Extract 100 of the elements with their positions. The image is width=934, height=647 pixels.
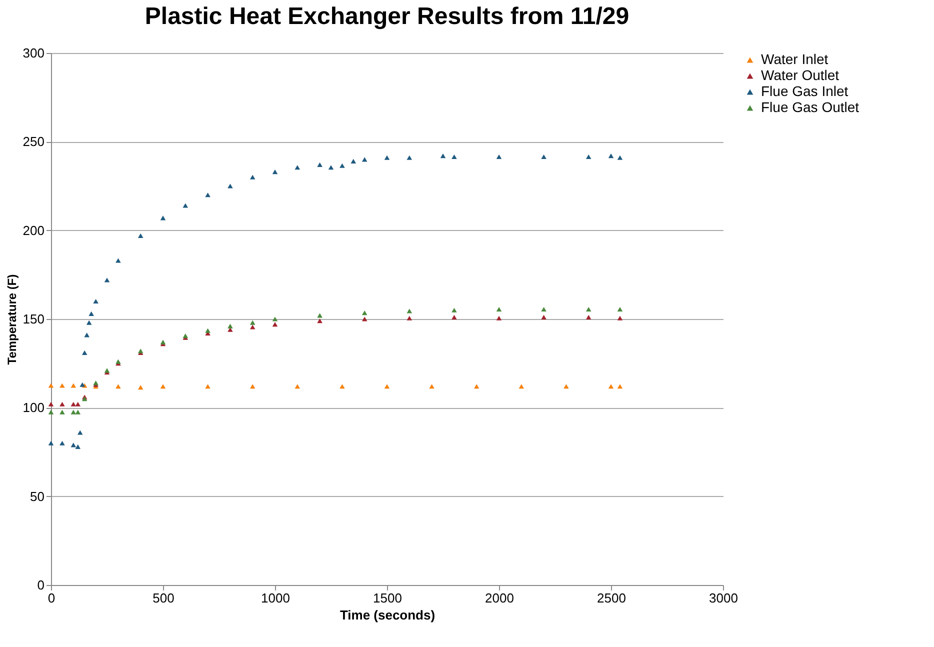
y-axis-title: Temperature (F) (4, 274, 19, 365)
point (88, 311, 94, 316)
point (75, 402, 81, 406)
point (70, 402, 76, 406)
point (617, 306, 623, 312)
chart-title: Plastic Heat Exchanger Results from 11/29 (144, 3, 630, 30)
y-tick-label: 200 (22, 222, 44, 238)
point (116, 384, 121, 389)
point (452, 314, 457, 320)
point (518, 384, 524, 389)
point (272, 170, 278, 174)
y-tick-label: 250 (22, 134, 44, 150)
point (272, 316, 278, 322)
point (116, 258, 121, 263)
point (340, 384, 345, 389)
point (362, 157, 368, 162)
point (75, 410, 81, 414)
point (60, 402, 65, 406)
point (60, 383, 65, 388)
point (586, 314, 592, 320)
point (608, 154, 614, 158)
point (160, 384, 166, 389)
point (317, 162, 322, 168)
point (452, 154, 457, 160)
point (406, 316, 412, 320)
point (84, 332, 90, 338)
point (250, 174, 256, 180)
point (586, 306, 592, 312)
y-tick-label: 50 (30, 488, 44, 504)
point (48, 402, 54, 406)
point (228, 324, 233, 328)
legend-label: Flue Gas Inlet (761, 83, 848, 99)
y-tick-label: 150 (22, 312, 44, 326)
point (70, 383, 76, 388)
point (328, 165, 334, 170)
point (617, 316, 623, 320)
point (250, 384, 256, 389)
x-tick-label: 0 (48, 590, 56, 606)
y-tick-label: 100 (22, 400, 44, 416)
point (77, 430, 83, 435)
point (48, 410, 54, 414)
point (82, 350, 88, 355)
point (541, 154, 546, 160)
point (340, 163, 345, 168)
point (440, 154, 446, 158)
point (496, 154, 502, 160)
point (160, 216, 166, 220)
point (93, 298, 98, 304)
y-tick-label: 300 (22, 46, 44, 60)
point (228, 184, 233, 188)
point (104, 278, 110, 282)
point (317, 318, 322, 324)
point (138, 384, 144, 390)
point (617, 384, 623, 389)
point (474, 384, 480, 389)
point (564, 384, 569, 389)
x-tick-label: 3000 (709, 590, 738, 606)
point (294, 384, 300, 389)
point (496, 306, 502, 312)
point (75, 444, 81, 449)
y-tick-label: 0 (37, 578, 44, 592)
point (608, 384, 614, 389)
point (317, 313, 322, 318)
x-axis-title: Time (seconds) (340, 608, 436, 622)
point (86, 320, 92, 325)
point (362, 310, 368, 316)
legend-label: Water Outlet (761, 67, 840, 83)
point (205, 328, 210, 333)
point (60, 440, 65, 446)
legend-label: Flue Gas Outlet (761, 99, 860, 115)
point (48, 383, 54, 388)
point (205, 384, 210, 389)
x-tick-label: 500 (152, 590, 174, 606)
point (70, 410, 76, 414)
point (496, 316, 502, 320)
point (294, 165, 300, 170)
point (384, 155, 390, 160)
x-tick-label: 1500 (373, 590, 402, 606)
legend-label: Water Inlet (761, 51, 828, 67)
point (60, 410, 65, 414)
point (586, 154, 592, 160)
point (250, 320, 256, 325)
x-tick-label: 2000 (485, 590, 514, 606)
point (205, 192, 210, 198)
point (384, 384, 390, 389)
point (406, 155, 412, 160)
point (272, 322, 278, 327)
point (452, 308, 457, 312)
point (182, 203, 188, 208)
point (350, 158, 356, 164)
point (138, 233, 144, 238)
x-tick-label: 1000 (261, 590, 290, 606)
point (362, 316, 368, 322)
point (70, 442, 76, 448)
point (541, 306, 546, 312)
point (406, 308, 412, 314)
x-tick-label: 2500 (597, 590, 626, 606)
point (48, 440, 54, 446)
point (541, 314, 546, 320)
point (250, 324, 256, 330)
